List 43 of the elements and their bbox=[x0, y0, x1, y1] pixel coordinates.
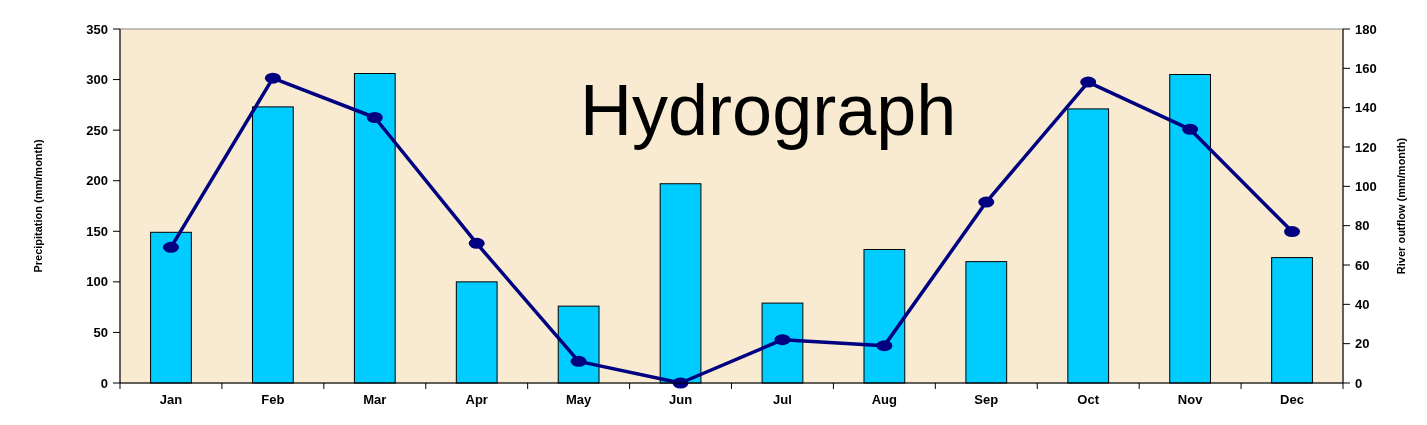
y-tick-label: 250 bbox=[86, 122, 108, 138]
y2-tick-label: 140 bbox=[1355, 100, 1377, 116]
x-tick-label: Jul bbox=[773, 392, 792, 407]
x-tick-label: Sep bbox=[974, 392, 999, 407]
y2-tick-label: 160 bbox=[1355, 60, 1377, 76]
y-tick-label: 100 bbox=[86, 274, 108, 290]
y-tick-label: 50 bbox=[93, 324, 108, 340]
y-tick-label: 300 bbox=[86, 72, 108, 88]
y2-tick-label: 60 bbox=[1355, 257, 1370, 273]
point bbox=[1284, 226, 1301, 238]
x-tick-label: Jan bbox=[159, 392, 183, 407]
point bbox=[876, 340, 893, 352]
x-tick-label: Feb bbox=[261, 392, 285, 407]
point bbox=[978, 196, 995, 208]
point bbox=[1182, 123, 1199, 135]
y-axis-title: Precipitation (mm/month) bbox=[32, 139, 44, 273]
y2-tick-label: 100 bbox=[1355, 178, 1377, 194]
x-tick-label: Aug bbox=[871, 392, 898, 407]
point bbox=[264, 72, 281, 84]
y-tick-label: 150 bbox=[86, 223, 108, 239]
y2-tick-label: 180 bbox=[1355, 21, 1377, 37]
point bbox=[468, 237, 485, 249]
x-tick-label: Mar bbox=[363, 392, 387, 407]
y2-axis-title: River outflow (mm/month) bbox=[1395, 137, 1407, 275]
y-tick-label: 350 bbox=[86, 21, 108, 37]
point bbox=[162, 241, 179, 253]
x-tick-label: Jun bbox=[668, 392, 693, 407]
point bbox=[774, 334, 791, 346]
x-tick-label: Dec bbox=[1280, 392, 1304, 407]
y2-tick-label: 0 bbox=[1355, 375, 1363, 391]
x-tick-label: Nov bbox=[1177, 392, 1204, 407]
x-tick-label: Apr bbox=[465, 392, 488, 407]
y-tick-label: 0 bbox=[100, 375, 108, 391]
text: Hydrograph bbox=[580, 70, 957, 151]
y2-tick-label: 120 bbox=[1355, 139, 1377, 155]
y2-tick-label: 40 bbox=[1355, 296, 1370, 312]
point bbox=[1080, 76, 1097, 88]
x-tick-label: May bbox=[565, 392, 593, 407]
point bbox=[570, 355, 587, 367]
y2-tick-label: 80 bbox=[1355, 218, 1370, 234]
y2-tick-label: 20 bbox=[1355, 336, 1370, 352]
y-tick-label: 200 bbox=[86, 173, 108, 189]
x-tick-label: Oct bbox=[1077, 392, 1100, 407]
